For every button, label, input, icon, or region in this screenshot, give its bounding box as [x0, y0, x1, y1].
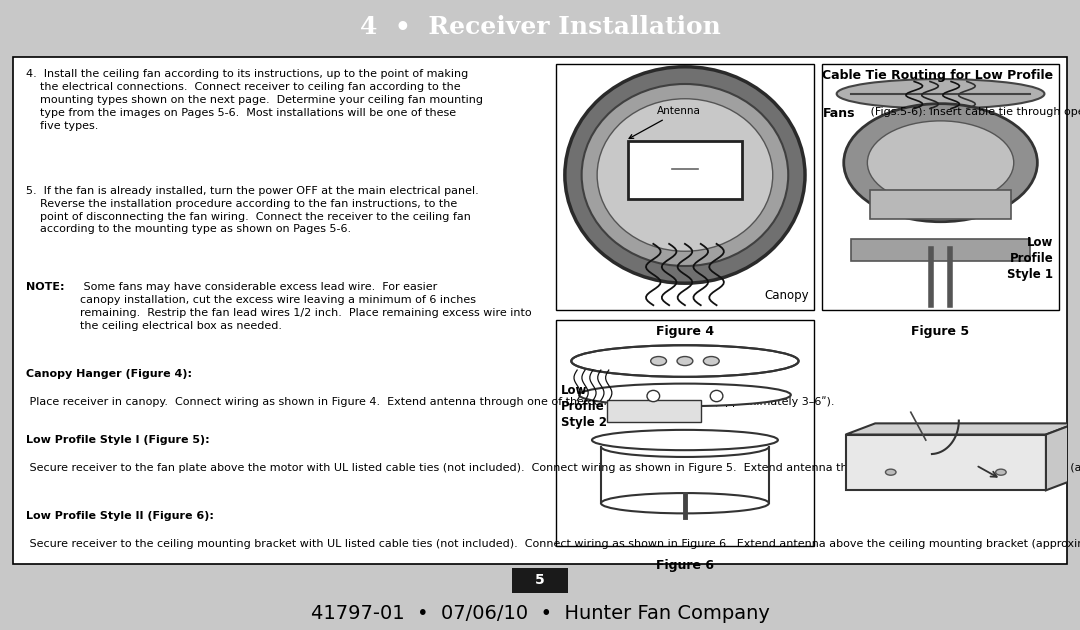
Text: Antenna: Antenna: [629, 106, 701, 139]
Text: Low Profile Style II (Figure 6):: Low Profile Style II (Figure 6):: [26, 510, 214, 520]
Text: NOTE:: NOTE:: [26, 282, 64, 292]
FancyBboxPatch shape: [869, 190, 1011, 219]
Text: 41797-01  •  07/06/10  •  Hunter Fan Company: 41797-01 • 07/06/10 • Hunter Fan Company: [311, 604, 769, 623]
Text: Cable Tie Routing for Low Profile: Cable Tie Routing for Low Profile: [823, 69, 1054, 83]
Text: Low
Profile
Style 1: Low Profile Style 1: [1008, 236, 1053, 281]
Ellipse shape: [650, 357, 666, 365]
Text: Canopy Hanger (Figure 4):: Canopy Hanger (Figure 4):: [26, 369, 191, 379]
Ellipse shape: [843, 104, 1038, 222]
Text: Secure receiver to the fan plate above the motor with UL listed cable ties (not : Secure receiver to the fan plate above t…: [26, 462, 1080, 473]
Ellipse shape: [996, 469, 1007, 475]
Ellipse shape: [867, 121, 1014, 205]
Polygon shape: [846, 423, 1076, 435]
Polygon shape: [1045, 423, 1076, 490]
FancyBboxPatch shape: [823, 64, 1058, 310]
Ellipse shape: [579, 384, 791, 406]
Text: Low
Profile
Style 2: Low Profile Style 2: [562, 384, 607, 428]
Text: Place receiver in canopy.  Connect wiring as shown in Figure 4.  Extend antenna : Place receiver in canopy. Connect wiring…: [26, 396, 834, 408]
Text: Figure 4: Figure 4: [656, 326, 714, 338]
Ellipse shape: [711, 391, 723, 402]
Text: 5.  If the fan is already installed, turn the power OFF at the main electrical p: 5. If the fan is already installed, turn…: [26, 186, 478, 234]
FancyBboxPatch shape: [607, 399, 701, 422]
Ellipse shape: [565, 67, 805, 284]
Text: Low Profile Style I (Figure 5):: Low Profile Style I (Figure 5):: [26, 435, 210, 445]
Polygon shape: [846, 435, 1045, 490]
Text: Secure receiver to the ceiling mounting bracket with UL listed cable ties (not i: Secure receiver to the ceiling mounting …: [26, 539, 1080, 549]
Ellipse shape: [597, 99, 773, 251]
Ellipse shape: [886, 469, 896, 475]
Text: (Figs.5-6): Insert cable tie through openings as shown.  DO NOT insert the cable: (Figs.5-6): Insert cable tie through ope…: [867, 107, 1080, 117]
FancyBboxPatch shape: [851, 239, 1030, 261]
Ellipse shape: [703, 357, 719, 365]
Text: Figure 6: Figure 6: [656, 559, 714, 572]
Text: 5: 5: [535, 573, 545, 587]
Ellipse shape: [600, 493, 769, 513]
Text: 4  •  Receiver Installation: 4 • Receiver Installation: [360, 14, 720, 39]
FancyBboxPatch shape: [556, 64, 814, 310]
Ellipse shape: [647, 391, 660, 402]
Ellipse shape: [837, 79, 1044, 108]
Ellipse shape: [677, 357, 693, 365]
FancyBboxPatch shape: [13, 57, 1067, 564]
Text: Fans: Fans: [823, 107, 855, 120]
Text: 4.  Install the ceiling fan according to its instructions, up to the point of ma: 4. Install the ceiling fan according to …: [26, 69, 483, 130]
Ellipse shape: [582, 84, 788, 266]
Text: Figure 5: Figure 5: [912, 326, 970, 338]
Text: Canopy: Canopy: [765, 289, 809, 302]
FancyBboxPatch shape: [512, 568, 568, 593]
FancyBboxPatch shape: [627, 142, 742, 198]
FancyBboxPatch shape: [556, 321, 814, 546]
Ellipse shape: [592, 430, 778, 450]
Ellipse shape: [571, 345, 798, 377]
Text: Some fans may have considerable excess lead wire.  For easier
canopy installatio: Some fans may have considerable excess l…: [80, 282, 532, 331]
